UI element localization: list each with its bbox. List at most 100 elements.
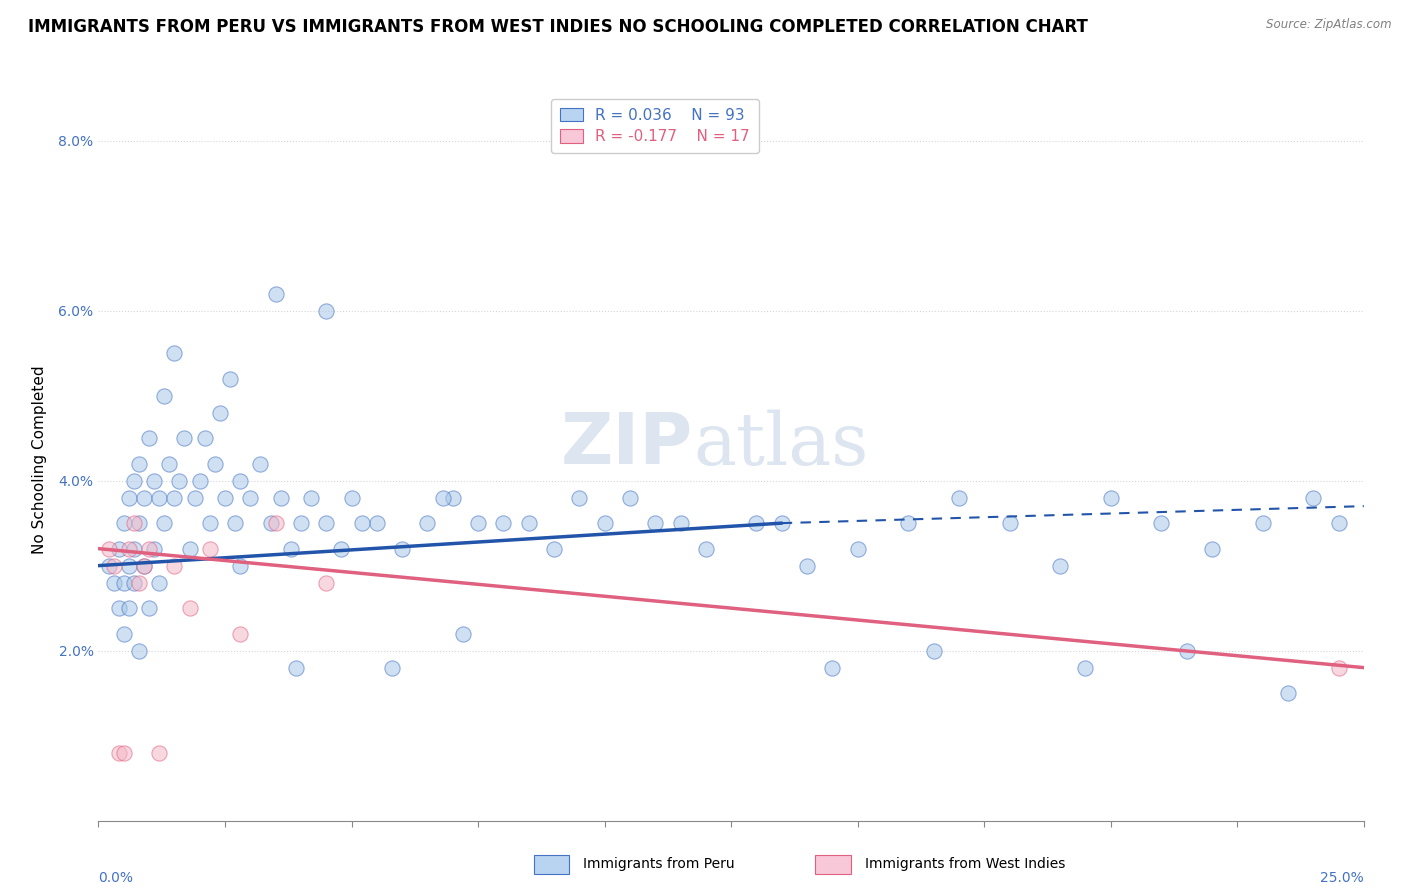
Point xyxy=(107,541,129,556)
Point xyxy=(118,601,141,615)
Point xyxy=(998,516,1021,530)
Point xyxy=(169,474,191,488)
Point xyxy=(315,575,337,590)
Y-axis label: No Schooling Completed: No Schooling Completed xyxy=(32,365,48,554)
Point xyxy=(153,389,176,403)
Point xyxy=(669,516,692,530)
Point xyxy=(179,541,201,556)
Point xyxy=(340,491,363,505)
Point xyxy=(112,516,135,530)
Point xyxy=(128,575,150,590)
Point xyxy=(107,746,129,760)
Point xyxy=(107,601,129,615)
Point xyxy=(204,457,226,471)
Point xyxy=(229,558,252,573)
Point xyxy=(467,516,489,530)
Point xyxy=(1277,686,1299,700)
Point xyxy=(128,516,150,530)
Point xyxy=(97,558,120,573)
Text: 0.0%: 0.0% xyxy=(98,871,134,885)
Point xyxy=(224,516,246,530)
Point xyxy=(148,575,170,590)
Point xyxy=(543,541,565,556)
Point xyxy=(259,516,281,530)
Point xyxy=(188,474,211,488)
Point xyxy=(432,491,454,505)
Point xyxy=(1049,558,1071,573)
Point xyxy=(249,457,271,471)
Point xyxy=(264,286,287,301)
Point xyxy=(112,746,135,760)
Point xyxy=(1074,660,1097,674)
Point xyxy=(148,746,170,760)
Point xyxy=(280,541,302,556)
Point xyxy=(770,516,793,530)
Point xyxy=(103,558,125,573)
Point xyxy=(194,431,217,445)
Point xyxy=(644,516,666,530)
Point xyxy=(1201,541,1223,556)
Point xyxy=(198,516,221,530)
Point xyxy=(315,303,337,318)
Point xyxy=(132,491,155,505)
Point xyxy=(1327,516,1350,530)
Point xyxy=(183,491,205,505)
Point xyxy=(148,491,170,505)
Point xyxy=(1251,516,1274,530)
Point xyxy=(1327,660,1350,674)
Point xyxy=(143,474,166,488)
Point xyxy=(1302,491,1324,505)
Point xyxy=(1099,491,1122,505)
Point xyxy=(366,516,388,530)
Point xyxy=(897,516,920,530)
Point xyxy=(299,491,322,505)
Point xyxy=(290,516,312,530)
Text: Source: ZipAtlas.com: Source: ZipAtlas.com xyxy=(1267,18,1392,31)
Point xyxy=(97,541,120,556)
Point xyxy=(214,491,236,505)
Point xyxy=(122,541,145,556)
Point xyxy=(391,541,413,556)
Text: atlas: atlas xyxy=(693,409,869,480)
Point xyxy=(122,474,145,488)
Point xyxy=(350,516,373,530)
Point xyxy=(846,541,869,556)
Point xyxy=(112,626,135,640)
Point xyxy=(132,558,155,573)
Point xyxy=(163,346,186,360)
Point xyxy=(128,457,150,471)
Point xyxy=(1150,516,1173,530)
Point xyxy=(118,491,141,505)
Point xyxy=(163,558,186,573)
Point xyxy=(219,371,242,385)
Text: 25.0%: 25.0% xyxy=(1320,871,1364,885)
Point xyxy=(118,558,141,573)
Text: Immigrants from West Indies: Immigrants from West Indies xyxy=(865,857,1066,871)
Point xyxy=(821,660,844,674)
Point xyxy=(1175,643,1198,657)
Point xyxy=(128,643,150,657)
Point xyxy=(132,558,155,573)
Text: Immigrants from Peru: Immigrants from Peru xyxy=(583,857,735,871)
Point xyxy=(517,516,540,530)
Point xyxy=(173,431,195,445)
Point xyxy=(381,660,404,674)
Point xyxy=(157,457,180,471)
Point xyxy=(229,474,252,488)
Point xyxy=(315,516,337,530)
Point xyxy=(330,541,353,556)
Point xyxy=(138,431,160,445)
Point xyxy=(122,575,145,590)
Point xyxy=(229,626,252,640)
Point xyxy=(239,491,262,505)
Point xyxy=(796,558,818,573)
Point xyxy=(138,541,160,556)
Point xyxy=(451,626,474,640)
Point xyxy=(492,516,515,530)
Point xyxy=(103,575,125,590)
Point xyxy=(138,601,160,615)
Point xyxy=(208,406,231,420)
Point xyxy=(179,601,201,615)
Point xyxy=(122,516,145,530)
Text: IMMIGRANTS FROM PERU VS IMMIGRANTS FROM WEST INDIES NO SCHOOLING COMPLETED CORRE: IMMIGRANTS FROM PERU VS IMMIGRANTS FROM … xyxy=(28,18,1088,36)
